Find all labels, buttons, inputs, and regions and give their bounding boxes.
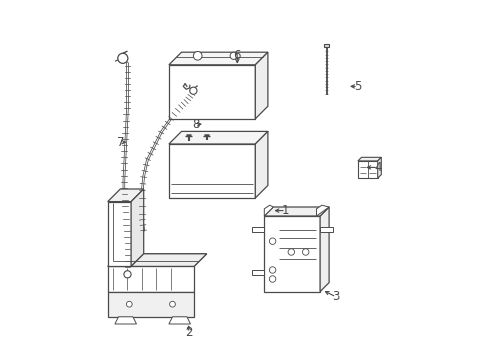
Text: 6: 6 — [233, 49, 241, 62]
Circle shape — [230, 52, 237, 59]
Polygon shape — [320, 207, 328, 292]
Polygon shape — [168, 144, 255, 198]
Circle shape — [189, 87, 197, 94]
Text: 8: 8 — [192, 118, 199, 131]
Circle shape — [302, 249, 308, 255]
Polygon shape — [377, 157, 381, 178]
Polygon shape — [264, 205, 273, 216]
Polygon shape — [320, 227, 332, 232]
Polygon shape — [255, 52, 267, 119]
Polygon shape — [168, 317, 190, 324]
Polygon shape — [107, 254, 206, 266]
Polygon shape — [168, 131, 267, 144]
Text: 7: 7 — [116, 136, 124, 149]
Text: 4: 4 — [373, 161, 381, 174]
Polygon shape — [324, 44, 328, 47]
Circle shape — [287, 249, 294, 255]
Circle shape — [269, 276, 275, 282]
Text: 5: 5 — [353, 80, 361, 93]
Circle shape — [193, 51, 202, 60]
Circle shape — [269, 238, 275, 244]
Circle shape — [118, 53, 127, 63]
Polygon shape — [115, 317, 136, 324]
Circle shape — [169, 301, 175, 307]
Polygon shape — [251, 270, 264, 275]
Polygon shape — [316, 205, 328, 216]
Polygon shape — [107, 189, 143, 202]
Polygon shape — [107, 266, 194, 292]
Text: 1: 1 — [282, 204, 289, 217]
Polygon shape — [168, 65, 255, 119]
Polygon shape — [357, 157, 381, 161]
Polygon shape — [131, 254, 206, 266]
Circle shape — [269, 267, 275, 273]
Polygon shape — [107, 202, 131, 266]
Text: 2: 2 — [184, 327, 192, 339]
Polygon shape — [357, 161, 377, 178]
Polygon shape — [264, 216, 320, 292]
Circle shape — [126, 301, 132, 307]
Polygon shape — [168, 52, 267, 65]
Circle shape — [123, 271, 131, 278]
Polygon shape — [255, 131, 267, 198]
Polygon shape — [264, 207, 328, 216]
Polygon shape — [131, 189, 143, 266]
Text: 3: 3 — [332, 291, 339, 303]
Polygon shape — [251, 227, 264, 232]
Polygon shape — [107, 292, 194, 317]
